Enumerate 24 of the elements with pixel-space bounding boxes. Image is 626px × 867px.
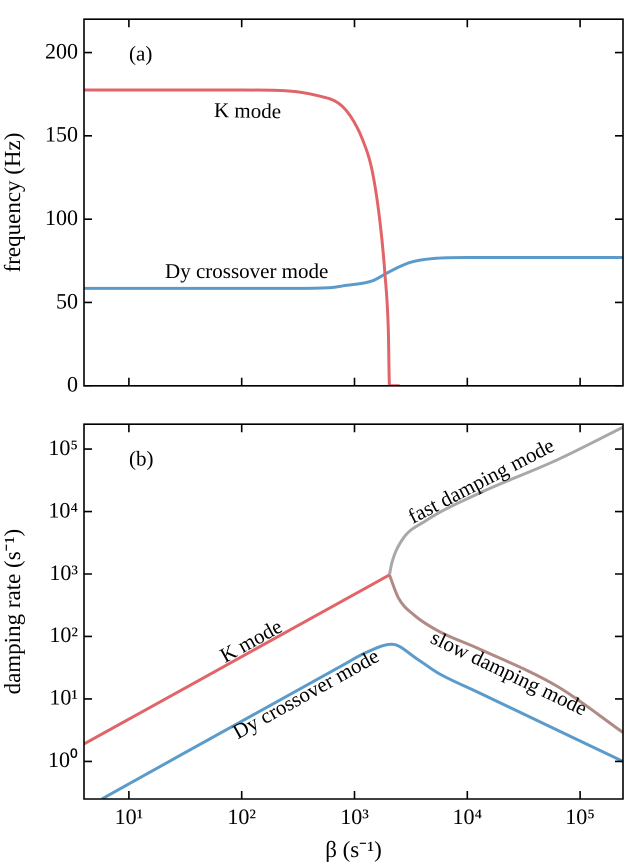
y-tick-label: 150 xyxy=(45,122,78,147)
y-tick-label: 50 xyxy=(56,288,78,314)
x-tick-label: 10² xyxy=(227,804,256,829)
text: K mode xyxy=(216,614,286,668)
x-tick-label: 10³ xyxy=(340,804,370,829)
y-tick-label: 10³ xyxy=(49,560,78,585)
series-label: K mode xyxy=(214,98,282,124)
y-tick-label: 200 xyxy=(45,38,78,64)
y-tick-label: 10⁴ xyxy=(48,497,78,522)
y-tick-label: 10⁰ xyxy=(48,747,78,772)
y-axis-title: frequency (Hz) xyxy=(0,132,25,272)
x-tick-label: 10⁴ xyxy=(452,804,482,829)
y-tick-label: 10² xyxy=(49,622,78,648)
y-tick-label: 10¹ xyxy=(49,684,78,710)
y-tick-label: 0 xyxy=(67,372,78,397)
y-axis-title: damping rate (s⁻¹) xyxy=(0,528,25,694)
y-tick-label: 10⁵ xyxy=(48,434,78,460)
x-axis-title: β (s⁻¹) xyxy=(325,837,382,862)
annotation: (a) xyxy=(129,42,152,66)
x-tick-label: 10¹ xyxy=(114,804,144,829)
annotation: (b) xyxy=(129,446,154,471)
y-tick-label: 100 xyxy=(45,204,78,230)
x-tick-label: 10⁵ xyxy=(565,804,595,829)
series-label: Dy crossover mode xyxy=(165,258,328,283)
